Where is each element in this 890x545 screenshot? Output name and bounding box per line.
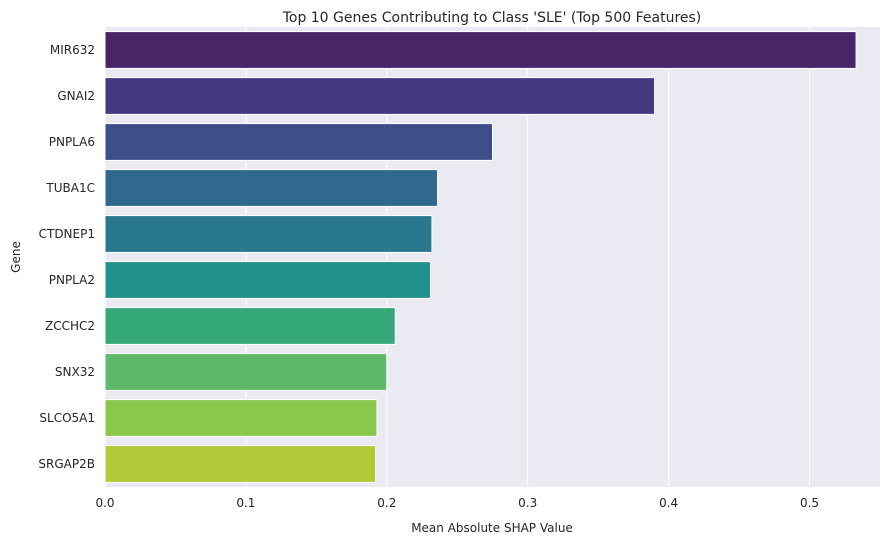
y-tick-label: ZCCHC2: [45, 319, 95, 333]
bar-mir632: [104, 31, 857, 69]
x-tick-label: 0.1: [236, 496, 255, 510]
bar-srgap2b: [104, 445, 377, 483]
y-tick-label: CTDNEP1: [39, 227, 95, 241]
bar-pnpla6: [104, 123, 493, 161]
y-tick-label: PNPLA6: [49, 135, 95, 149]
y-tick-label: MIR632: [50, 43, 95, 57]
y-tick-label: GNAI2: [57, 89, 95, 103]
x-tick-label: 0.3: [518, 496, 537, 510]
chart-title: Top 10 Genes Contributing to Class 'SLE'…: [282, 10, 702, 26]
x-tick-label: 0.2: [377, 496, 396, 510]
bar-snx32: [104, 353, 388, 391]
x-tick-labels: 0.0 0.1 0.2 0.3 0.4 0.5: [95, 496, 819, 510]
bar-zcchc2: [104, 307, 396, 345]
bar-gnai2: [104, 77, 656, 115]
bar-slco5a1: [104, 399, 378, 437]
x-axis-label: Mean Absolute SHAP Value: [411, 521, 573, 535]
bars: [104, 31, 857, 483]
y-tick-label: TUBA1C: [45, 181, 95, 195]
x-tick-label: 0.5: [800, 496, 819, 510]
y-axis-label: Gene: [9, 241, 23, 273]
x-tick-label: 0.0: [95, 496, 114, 510]
y-tick-label: SLCO5A1: [39, 411, 95, 425]
y-tick-label: PNPLA2: [49, 273, 95, 287]
y-tick-label: SNX32: [55, 365, 95, 379]
bar-pnpla2: [104, 261, 431, 299]
y-tick-label: SRGAP2B: [38, 457, 95, 471]
bar-ctdnep1: [104, 215, 433, 253]
x-tick-label: 0.4: [659, 496, 678, 510]
y-tick-labels: MIR632 GNAI2 PNPLA6 TUBA1C CTDNEP1 PNPLA2 ZCCH…: [38, 43, 95, 471]
bar-tuba1c: [104, 169, 439, 207]
